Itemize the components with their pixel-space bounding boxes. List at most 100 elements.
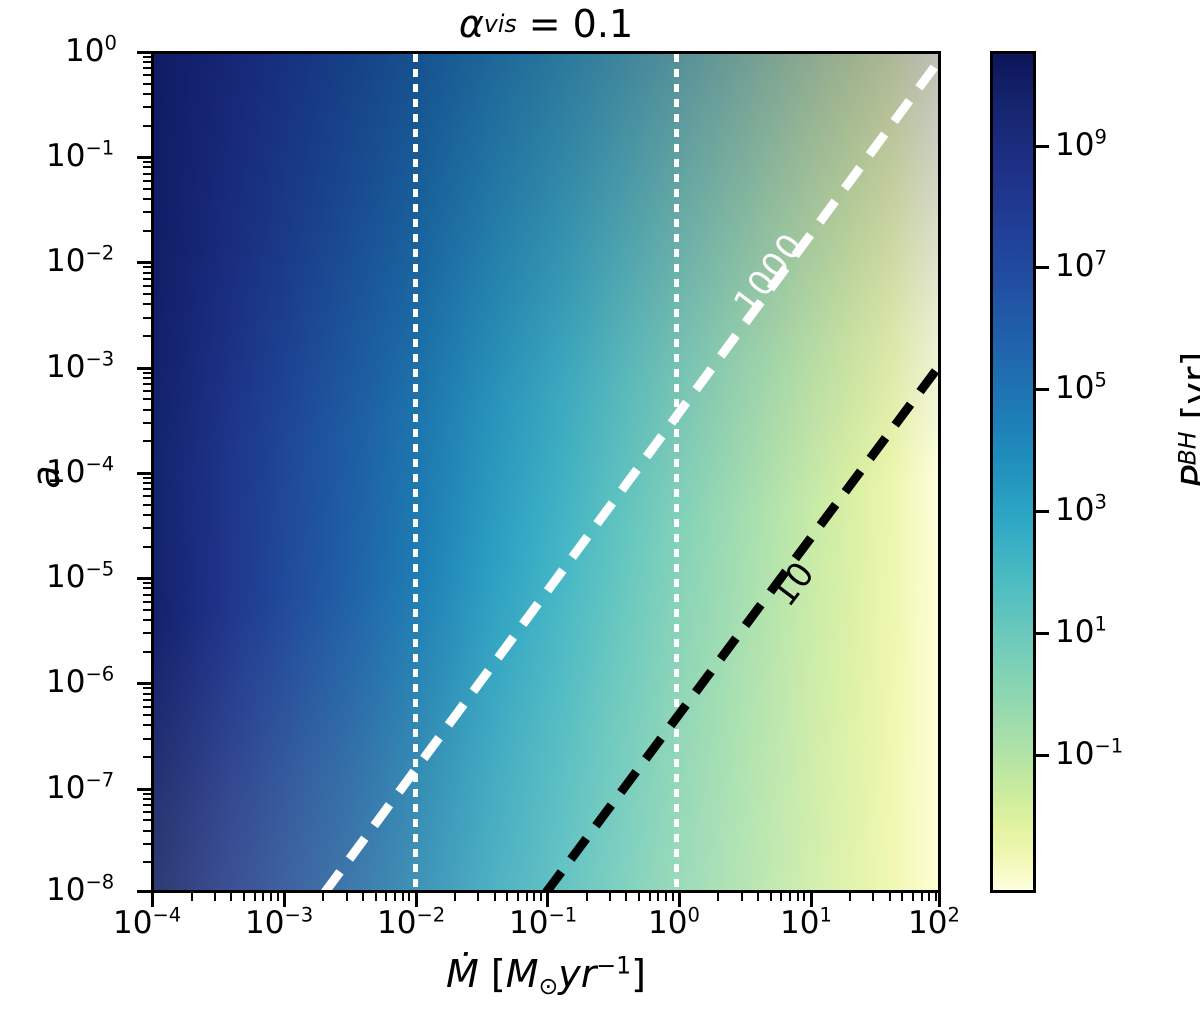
ytick-label-3: 10−3 xyxy=(46,347,115,385)
ytick-minor xyxy=(143,335,151,338)
ytick-minor xyxy=(143,187,151,190)
xtick-minor xyxy=(657,893,660,901)
xtick-minor xyxy=(345,893,348,901)
ytick-minor xyxy=(143,390,151,393)
xtick-minor xyxy=(385,893,388,901)
ytick-label-5: 10−5 xyxy=(46,557,115,595)
ytick-minor xyxy=(143,600,151,603)
xtick-minor xyxy=(361,893,364,901)
ctick-5 xyxy=(1036,754,1049,757)
colorbar xyxy=(990,51,1036,893)
ytick-minor xyxy=(143,376,151,379)
ytick-label-2: 10−2 xyxy=(46,241,115,279)
contour-line-10 xyxy=(542,360,938,890)
ytick-minor xyxy=(143,724,151,727)
xtick-minor xyxy=(780,893,783,901)
xtick-minor xyxy=(872,893,875,901)
ctick-label-0: 109 xyxy=(1055,125,1107,163)
ytick-minor xyxy=(143,495,151,498)
ytick-label-0: 100 xyxy=(65,31,117,69)
ctick-1 xyxy=(1036,266,1049,269)
xtick-minor xyxy=(276,893,279,901)
xtick-minor xyxy=(769,893,772,901)
xtick-minor xyxy=(740,893,743,901)
ytick-minor xyxy=(143,476,151,479)
xtick-minor xyxy=(888,893,891,901)
ytick-minor xyxy=(143,172,151,175)
ytick-major-1 xyxy=(137,156,151,159)
ytick-minor xyxy=(143,67,151,70)
xtick-minor xyxy=(803,893,806,901)
ytick-minor xyxy=(143,545,151,548)
ytick-minor xyxy=(143,829,151,832)
xtick-label-3: 10−1 xyxy=(509,903,578,941)
xtick-major-6 xyxy=(938,893,941,907)
ytick-minor xyxy=(143,513,151,516)
ytick-minor xyxy=(143,293,151,296)
xtick-major-1 xyxy=(283,893,286,907)
ctick-label-4: 101 xyxy=(1055,612,1107,650)
ytick-minor xyxy=(143,211,151,214)
ytick-label-8: 10−8 xyxy=(46,870,115,908)
xtick-major-3 xyxy=(546,893,549,907)
ytick-minor xyxy=(143,582,151,585)
ytick-minor xyxy=(143,398,151,401)
xtick-minor xyxy=(756,893,759,901)
ytick-minor xyxy=(143,756,151,759)
xtick-label-1: 10−3 xyxy=(245,903,314,941)
xtick-minor xyxy=(322,893,325,901)
xtick-minor xyxy=(540,893,542,901)
xtick-label-6: 102 xyxy=(908,903,960,941)
xtick-minor xyxy=(625,893,628,901)
ctick-label-1: 107 xyxy=(1055,246,1107,284)
ytick-minor xyxy=(143,55,151,58)
xtick-minor xyxy=(374,893,377,901)
xtick-major-4 xyxy=(678,893,681,907)
ytick-minor xyxy=(143,179,151,182)
ytick-major-3 xyxy=(137,367,151,370)
ytick-minor xyxy=(143,371,151,374)
ytick-minor xyxy=(143,421,151,424)
ytick-minor xyxy=(143,527,151,529)
ytick-minor xyxy=(143,383,151,386)
xtick-minor xyxy=(920,893,923,901)
xtick-major-0 xyxy=(151,893,154,907)
xtick-minor xyxy=(796,893,799,901)
xtick-minor xyxy=(243,893,245,901)
reference-line-1e-3 xyxy=(412,54,418,890)
ytick-minor xyxy=(143,650,151,653)
ytick-minor xyxy=(143,440,151,443)
ctick-label-2: 105 xyxy=(1055,368,1107,406)
ytick-minor xyxy=(143,124,151,127)
xtick-minor xyxy=(477,893,480,901)
xtick-minor xyxy=(506,893,509,901)
ytick-minor xyxy=(143,619,151,622)
ytick-minor xyxy=(143,266,151,269)
ytick-minor xyxy=(143,705,151,708)
ytick-minor xyxy=(143,842,151,845)
ctick-3 xyxy=(1036,510,1049,513)
plot-area: 1000 10 xyxy=(151,51,941,893)
ytick-major-5 xyxy=(137,577,151,580)
xtick-minor xyxy=(788,893,791,901)
ytick-minor xyxy=(143,687,151,690)
ytick-minor xyxy=(143,277,151,280)
ctick-0 xyxy=(1036,145,1049,148)
title-alpha-symbol: α xyxy=(458,2,484,46)
ytick-minor xyxy=(143,488,151,491)
xtick-minor xyxy=(262,893,265,901)
xtick-major-5 xyxy=(810,893,813,907)
xtick-minor xyxy=(664,893,667,901)
xtick-minor xyxy=(516,893,519,901)
y-axis-label: a xyxy=(24,465,68,489)
ctick-label-5: 10−1 xyxy=(1055,734,1124,772)
xtick-minor xyxy=(454,893,456,901)
xtick-minor xyxy=(533,893,536,901)
ytick-minor xyxy=(143,632,151,635)
xtick-minor xyxy=(608,893,611,901)
xtick-minor xyxy=(717,893,720,901)
ytick-minor xyxy=(143,797,151,800)
ytick-minor xyxy=(143,804,151,807)
ytick-minor xyxy=(143,714,151,717)
